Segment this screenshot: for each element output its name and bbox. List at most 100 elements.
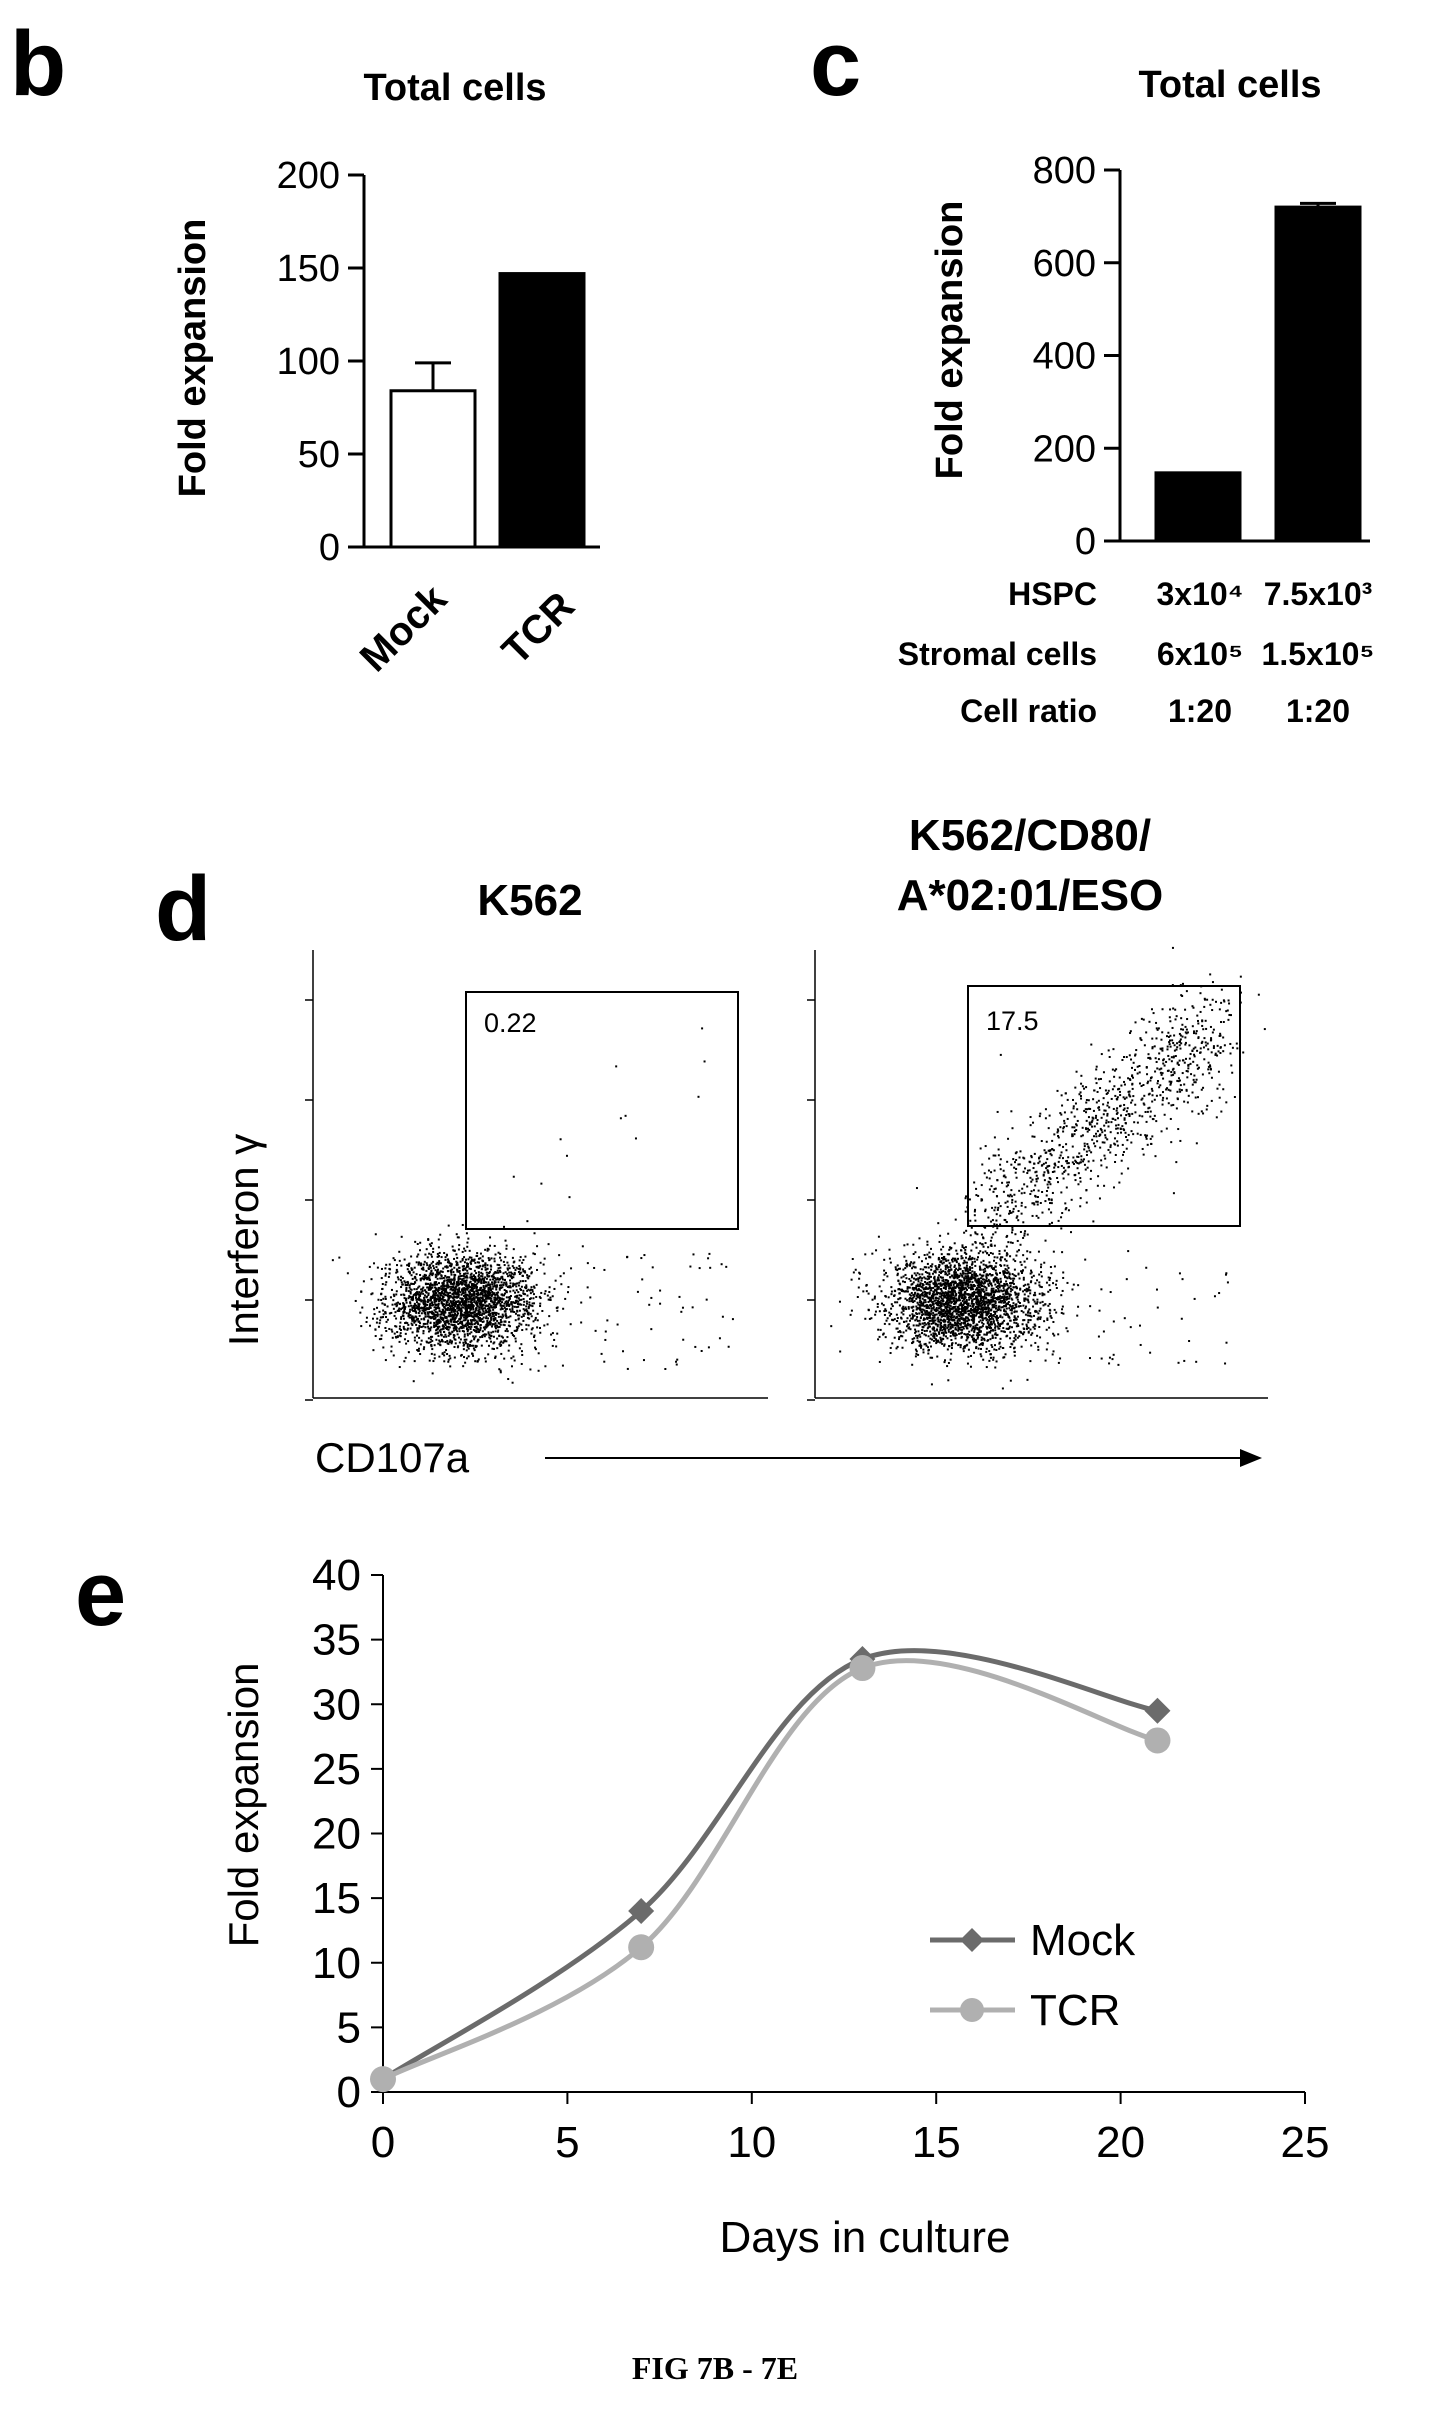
event-dot [992,1280,995,1283]
event-dot [416,1341,419,1344]
event-dot [1003,1275,1006,1278]
event-dot [945,1335,948,1338]
event-dot [604,1330,607,1333]
event-dot [1027,1321,1030,1324]
event-dot [868,1317,871,1320]
event-dot [971,1308,974,1311]
event-dot [460,1316,463,1319]
event-dot [708,1252,711,1255]
event-dot [978,1294,981,1297]
event-dot [450,1342,453,1345]
event-dot [475,1295,478,1298]
event-dot [468,1291,471,1294]
event-dot [978,1307,981,1310]
event-dot [977,1288,980,1291]
event-dot [398,1366,401,1369]
event-dot [905,1308,908,1311]
event-dot [407,1305,410,1308]
event-dot [464,1289,467,1292]
event-dot [397,1301,400,1304]
event-dot [469,1297,472,1300]
event-dot [1027,1326,1030,1329]
event-dot [964,1318,967,1321]
event-dot [417,1302,420,1305]
event-dot [473,1338,476,1341]
event-dot [452,1249,455,1252]
event-dot [460,1310,463,1313]
event-dot [500,1335,503,1338]
event-dot [395,1305,398,1308]
event-dot [900,1334,903,1337]
event-dot [444,1290,447,1293]
event-dot [437,1303,440,1306]
event-dot [940,1257,943,1260]
event-dot [976,1337,979,1340]
event-dot [976,1328,979,1331]
event-dot [505,1303,508,1306]
event-dot [890,1307,893,1310]
event-dot [437,1290,440,1293]
event-dot [413,1276,416,1279]
event-dot [475,1326,478,1329]
event-dot [945,1296,948,1299]
event-dot [418,1336,421,1339]
event-dot [416,1328,419,1331]
event-dot [999,1301,1002,1304]
event-dot [471,1352,474,1355]
event-dot [949,1325,952,1328]
event-dot [471,1277,474,1280]
event-dot [488,1297,491,1300]
event-dot [911,1316,914,1319]
event-dot [965,1325,968,1328]
event-dot [430,1352,433,1355]
event-dot [922,1301,925,1304]
event-dot [956,1273,959,1276]
event-dot [914,1355,917,1358]
event-dot [919,1268,922,1271]
event-dot [401,1314,404,1317]
event-dot [461,1306,464,1309]
event-dot [436,1271,439,1274]
event-dot [496,1263,499,1266]
event-dot [946,1274,949,1277]
event-dot [450,1320,453,1323]
event-dot [903,1307,906,1310]
event-dot [424,1326,427,1329]
event-dot [502,1272,505,1275]
event-dot [413,1339,416,1342]
event-dot [467,1283,470,1286]
event-dot [975,1279,978,1282]
event-dot [473,1311,476,1314]
event-dot [512,1266,515,1269]
event-dot [426,1264,429,1267]
event-dot [444,1287,447,1290]
event-dot [944,1294,947,1297]
event-dot [564,1297,567,1300]
event-dot [992,1356,995,1359]
event-dot [971,1273,974,1276]
event-dot [942,1286,945,1289]
event-dot [461,1223,464,1226]
event-dot [963,1310,966,1313]
event-dot [513,1335,516,1338]
event-dot [430,1253,433,1256]
event-dot [455,1314,458,1317]
event-dot [468,1315,471,1318]
event-dot [543,1257,546,1260]
event-dot [1041,1294,1044,1297]
event-dot [932,1282,935,1285]
event-dot [436,1321,439,1324]
event-dot [984,1303,987,1306]
event-dot [523,1293,526,1296]
event-dot [436,1261,439,1264]
event-dot [932,1339,935,1342]
event-dot [514,1268,517,1271]
event-dot [980,1314,983,1317]
event-dot [937,1297,940,1300]
event-dot [470,1272,473,1275]
event-dot [415,1318,418,1321]
event-dot [994,1307,997,1310]
event-dot [923,1321,926,1324]
event-dot [502,1283,505,1286]
